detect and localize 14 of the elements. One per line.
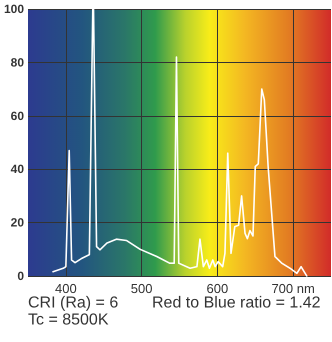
text: CRI (Ra) = 6: [28, 294, 118, 312]
y-tick-label: 100: [4, 2, 24, 16]
x-tick-label: 600: [206, 281, 228, 296]
text: Tc = 8500K: [28, 312, 109, 328]
y-tick-label: 40: [10, 162, 24, 176]
x-tick-label: 500: [130, 281, 152, 296]
x-tick-label: 700 nm: [271, 281, 315, 296]
y-tick-label: 60: [10, 108, 24, 123]
text: Red to Blue ratio = 1.42: [152, 294, 321, 312]
y-tick-label: 80: [10, 55, 24, 70]
line-series: [52, 9, 308, 277]
y-tick-label: 20: [10, 216, 24, 230]
y-tick-label: 0: [17, 269, 24, 283]
x-tick-label: 400: [55, 281, 77, 296]
